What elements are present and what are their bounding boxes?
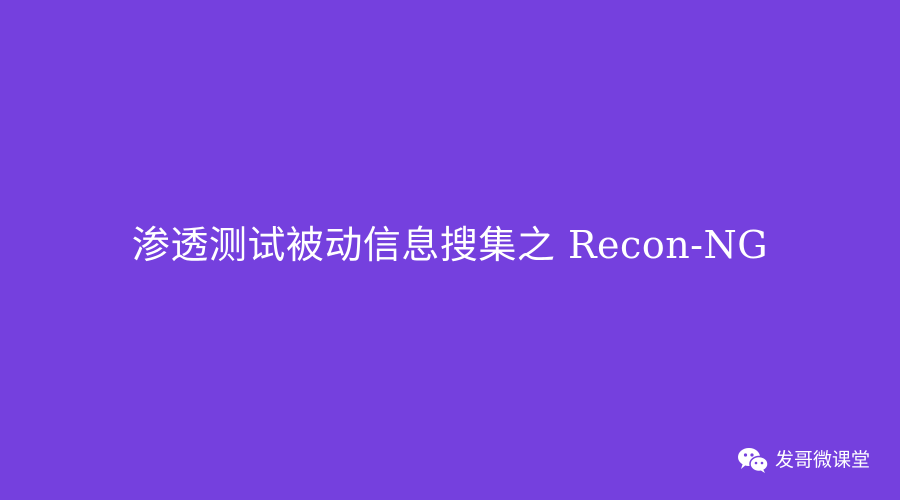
wechat-watermark: 发哥微课堂: [737, 446, 870, 474]
wechat-icon: [737, 446, 769, 474]
cover-title: 渗透测试被动信息搜集之 Recon-NG: [131, 223, 769, 267]
watermark-text: 发哥微课堂: [774, 449, 870, 471]
